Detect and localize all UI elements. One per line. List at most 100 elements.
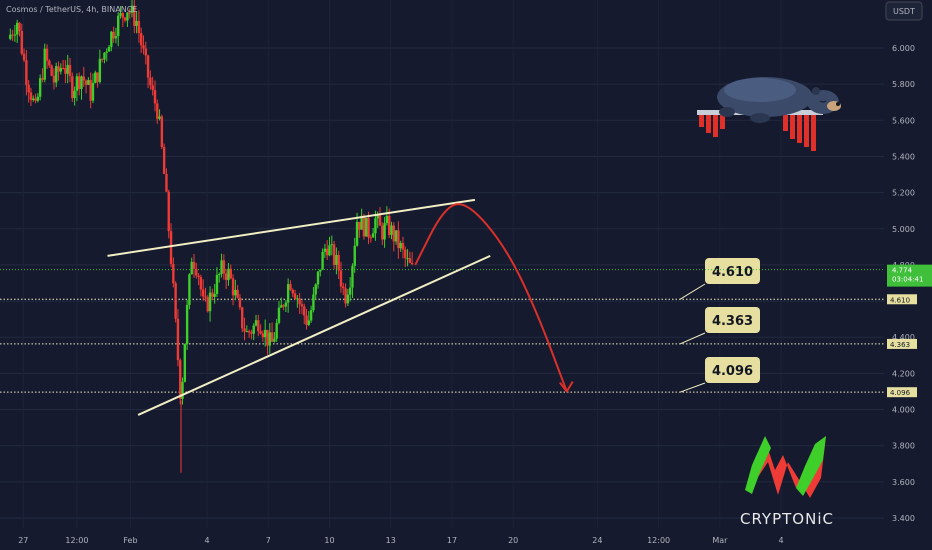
candle-body [333,244,335,265]
candle-body [179,360,181,399]
candle-body [60,68,62,72]
candle-body [234,290,236,295]
current-price-tag: 4.774 03:04:41 [887,265,932,287]
candle-body [266,330,268,346]
candle-body [399,243,401,248]
candle-body [149,78,151,86]
candle-body [151,85,153,90]
time-tick-label: 20 [508,536,518,545]
candle-body [365,218,367,237]
candle-body [174,283,176,319]
time-tick-label: 12:00 [65,536,88,545]
level-price-tag: 4.096 [890,389,911,397]
currency-badge-label: USDT [893,7,915,16]
candle-body [406,258,408,259]
candle-body [220,260,222,274]
candle-body [170,231,172,264]
candle-body [156,103,158,118]
candle-body [383,223,385,239]
candle-body [147,55,149,77]
candle-body [89,80,91,101]
candle-body [27,85,29,93]
candle-body [168,192,170,231]
candle-body [67,65,69,74]
candle-body [99,59,101,82]
candle-body [110,32,112,47]
price-tick-label: 5.800 [892,80,915,89]
candle-body [370,237,372,238]
candle-body [230,269,232,279]
level-label: 4.096 [712,364,753,379]
candle-body [315,284,317,294]
candle-body [53,76,55,83]
price-tick-label: 3.600 [892,478,915,487]
candle-body [397,230,399,248]
candle-body [326,249,328,256]
price-tick-label: 5.400 [892,152,915,161]
candle-body [324,249,326,252]
candle-body [172,264,174,283]
candle-body [328,245,330,255]
candle-body [342,287,344,289]
candle-body [103,53,105,60]
candle-body [85,81,87,85]
current-price-value: 4.774 [892,267,913,275]
price-tick-label: 4.000 [892,406,915,415]
time-tick-label: 10 [324,536,334,545]
candle-body [259,331,261,333]
candle-body [181,382,183,399]
candle-body [379,215,381,226]
candle-body [253,326,255,334]
candle-body [280,305,282,307]
candle-body [296,298,298,299]
candle-body [321,252,323,270]
candle-body [197,276,199,278]
candle-body [57,66,59,71]
candle-body [34,99,36,101]
candle-body [404,250,406,259]
candle-body [255,320,257,325]
currency-badge[interactable]: USDT [886,2,922,20]
candle-body [386,216,388,223]
candle-body [195,269,197,276]
candle-body [262,334,264,338]
candle-body [335,255,337,265]
candle-body [390,225,392,234]
time-tick-label: 27 [18,536,28,545]
candle-body [108,47,110,52]
candle-body [269,332,271,345]
candle-body [76,76,78,90]
candle-body [191,262,193,274]
candle-body [340,270,342,286]
candle-body [312,295,314,311]
candle-body [356,222,358,246]
candle-body [25,60,27,85]
countdown-value: 03:04:41 [892,276,923,284]
time-axis[interactable]: 27 12:00 Feb 4 7 10 13 17 20 24 12:00 Mar 4 [0,528,932,550]
candle-body [145,49,147,56]
candle-body [308,320,310,324]
candle-body [48,61,50,66]
candle-body [138,21,140,33]
price-tick-label: 5.200 [892,189,915,198]
candle-body [289,284,291,290]
candle-body [381,226,383,240]
candle-body [73,91,75,98]
time-tick-label: Feb [123,536,137,545]
candle-body [18,23,20,31]
candle-body [154,90,156,103]
candle-body [218,274,220,275]
candle-body [349,288,351,295]
candle-body [282,305,284,306]
candle-body [41,78,43,79]
time-tick-label: 7 [266,536,271,545]
candle-body [62,68,64,69]
candle-body [30,92,32,100]
candle-body [331,244,333,245]
candle-body [246,331,248,332]
candle-body [347,295,349,304]
level-price-tag: 4.363 [890,341,910,349]
price-tick-label: 5.000 [892,225,915,234]
candle-body [227,269,229,280]
